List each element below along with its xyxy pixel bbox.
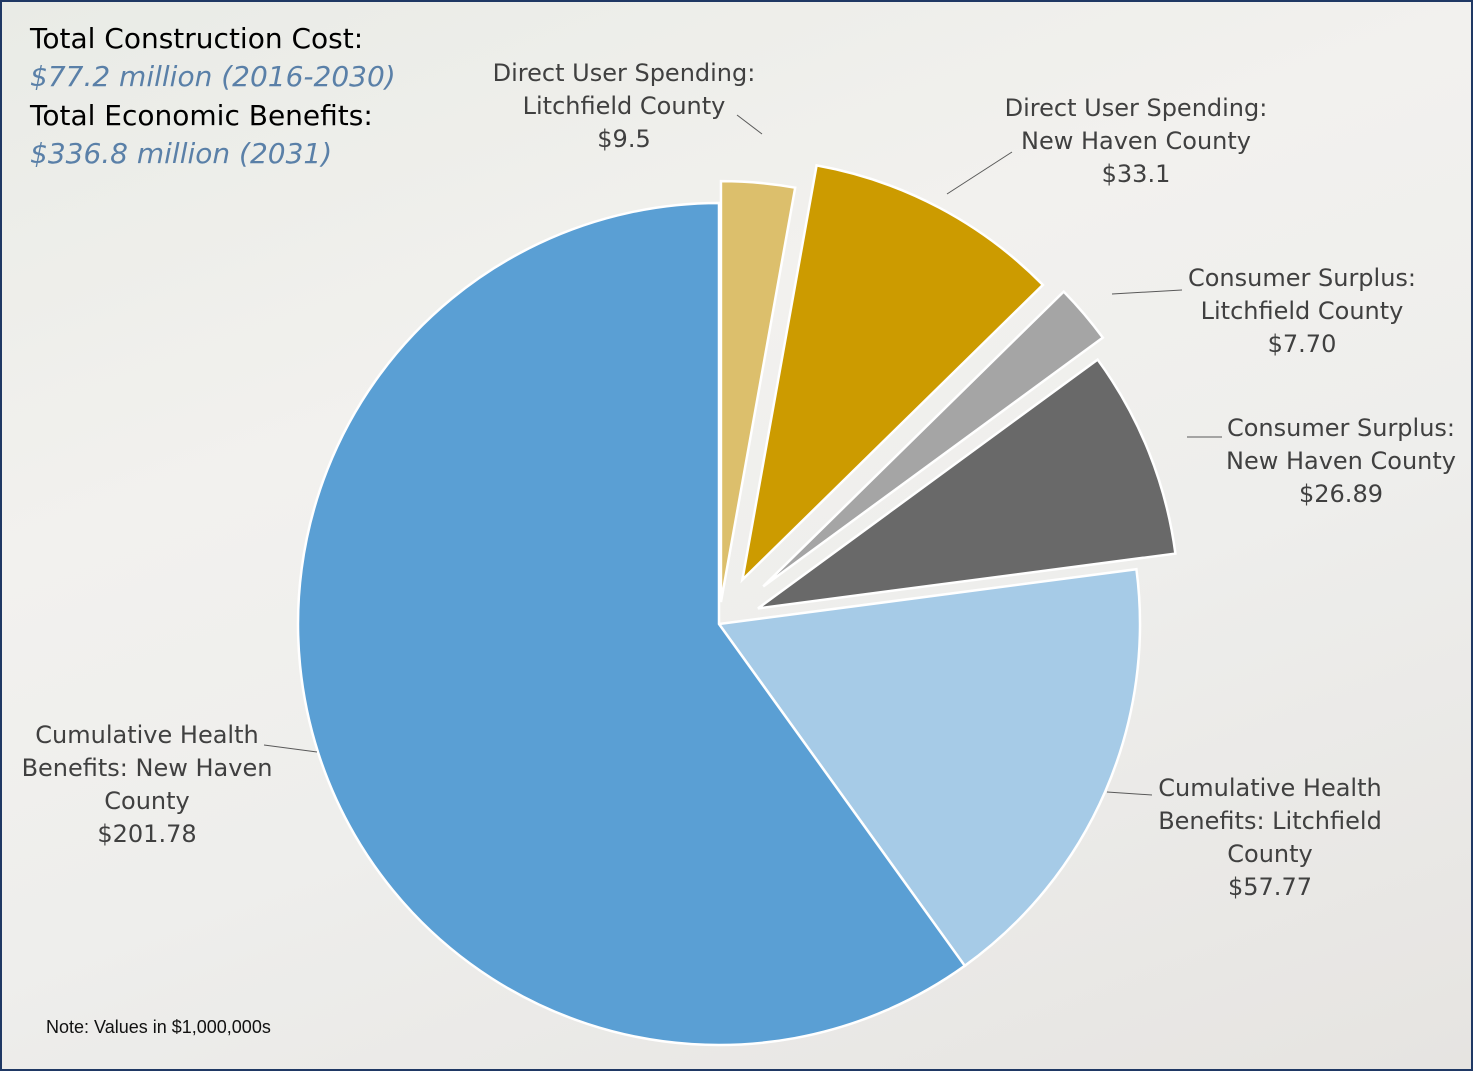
benefit-label: Total Economic Benefits: xyxy=(30,99,373,132)
value-label: $26.89 xyxy=(1299,480,1383,508)
slice-label: Direct User Spending: New Haven County $3… xyxy=(986,92,1286,191)
leader-line xyxy=(946,151,1013,195)
slice-label: Direct User Spending: Litchfield County $… xyxy=(474,57,774,156)
slice-label: Consumer Surplus: New Haven County $26.89 xyxy=(1211,412,1471,511)
value-label: $9.5 xyxy=(597,125,651,153)
note: Note: Values in $1,000,000s xyxy=(46,1017,271,1037)
benefit-value: $336.8 million (2031) xyxy=(30,137,333,170)
category-label: Consumer Surplus: New Haven County xyxy=(1225,414,1456,475)
value-label: $7.70 xyxy=(1267,330,1337,358)
pie-slice xyxy=(762,289,1105,588)
slice-label: Cumulative Health Benefits: New Haven Co… xyxy=(12,719,282,851)
pie-slice xyxy=(716,567,1142,968)
category-label: Cumulative Health Benefits: New Haven Co… xyxy=(21,721,273,815)
leader-line xyxy=(1106,791,1153,796)
category-label: Direct User Spending: Litchfield County xyxy=(492,59,756,120)
pie-slice xyxy=(757,357,1177,610)
slice-label: Cumulative Health Benefits: Litchfield C… xyxy=(1150,772,1390,904)
cost-value: $77.2 million (2016-2030) xyxy=(30,60,396,93)
cost-label: Total Construction Cost: xyxy=(30,22,364,55)
pie-slice xyxy=(740,163,1045,584)
value-label: $201.78 xyxy=(97,820,197,848)
pie-slice xyxy=(296,201,967,1047)
category-label: Cumulative Health Benefits: Litchfield C… xyxy=(1158,774,1382,868)
slice-label: Consumer Surplus: Litchfield County $7.70 xyxy=(1172,262,1432,361)
pie-slice xyxy=(719,179,797,603)
leader-line xyxy=(1111,289,1183,295)
value-label: $57.77 xyxy=(1228,873,1312,901)
leader-line xyxy=(736,114,763,135)
category-label: Direct User Spending: New Haven County xyxy=(1004,94,1268,155)
category-label: Consumer Surplus: Litchfield County xyxy=(1187,264,1417,325)
value-label: $33.1 xyxy=(1101,160,1171,188)
leader-line xyxy=(263,744,318,753)
